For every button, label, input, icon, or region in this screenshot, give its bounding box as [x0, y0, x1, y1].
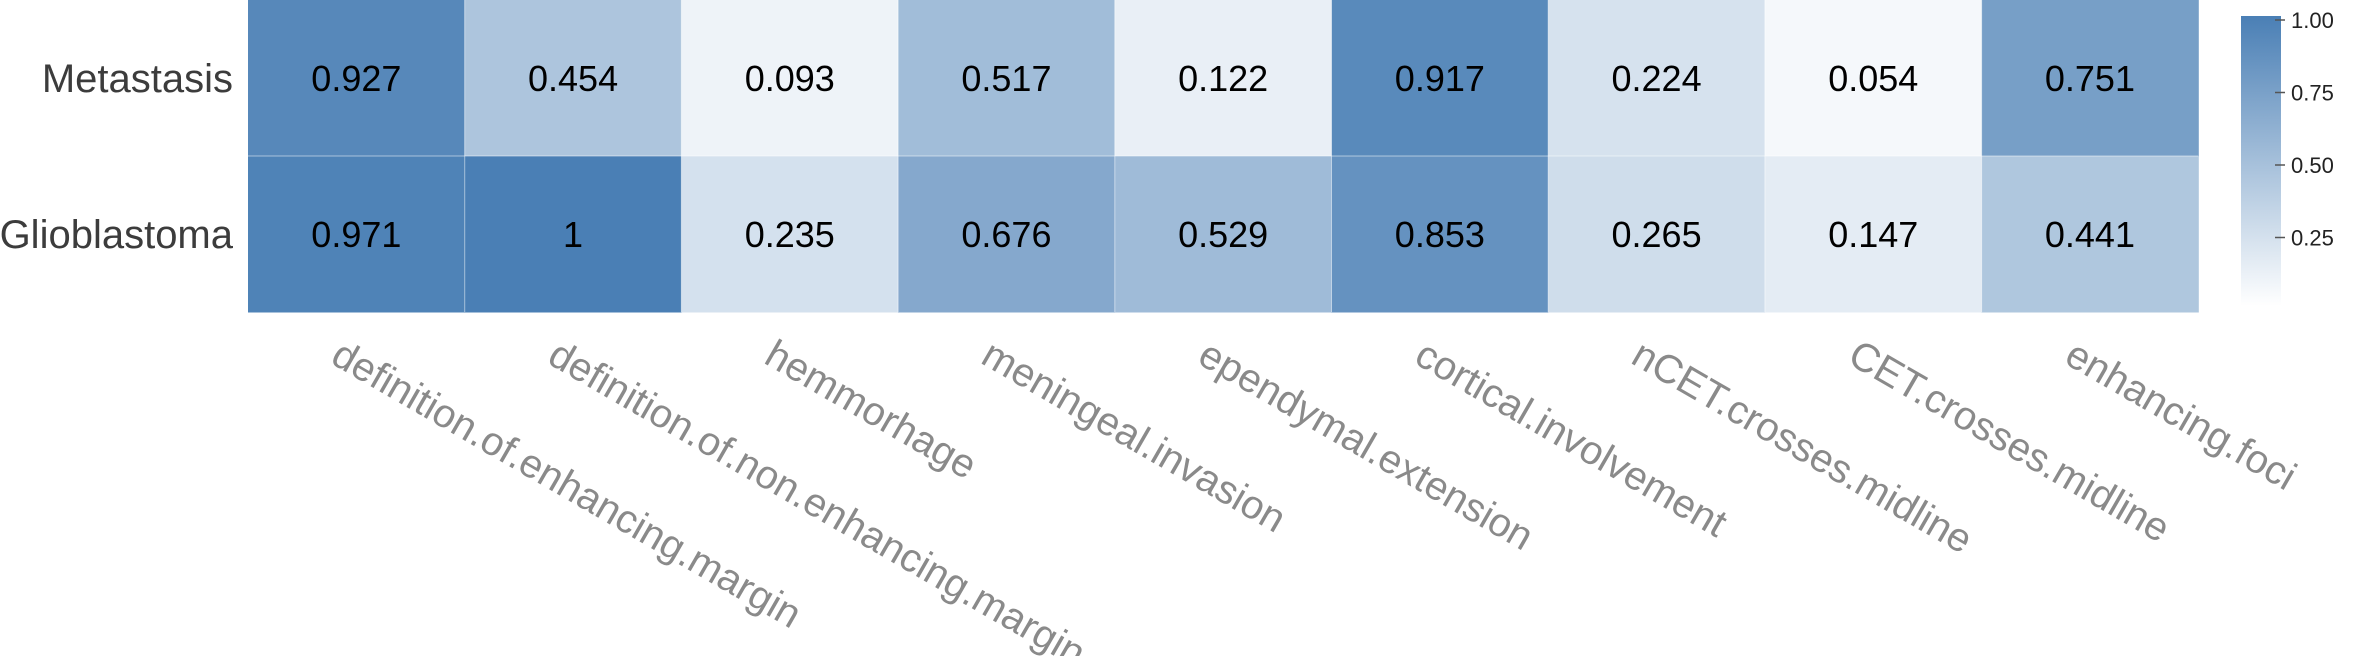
heatmap-cell [1548, 156, 1766, 313]
heatmap-cell [1981, 0, 2199, 157]
cell-value-label: 0.917 [1395, 58, 1485, 99]
heatmap-cell [464, 156, 682, 313]
heatmap-cell [1548, 0, 1766, 157]
heatmap-cell [1331, 156, 1549, 313]
colorbar-tick-label: 0.75 [2291, 81, 2334, 106]
row-label: Metastasis [42, 57, 233, 101]
cell-value-label: 0.676 [961, 214, 1051, 255]
cell-value-label: 0.054 [1828, 58, 1918, 99]
heatmap-cell [681, 0, 899, 157]
colorbar: 0.25 0.50 0.75 1.00 [2241, 8, 2334, 306]
cell-value-label: 0.927 [311, 58, 401, 99]
cell-value-label: 0.751 [2045, 58, 2135, 99]
heatmap-cell [1114, 156, 1332, 313]
column-label: nCET.crosses.midline [1625, 332, 1980, 562]
column-labels: definition.of.enhancing.margindefinition… [325, 332, 2304, 656]
heatmap-cell [681, 156, 899, 313]
heatmap-cell [1981, 156, 2199, 313]
colorbar-tick-label: 1.00 [2291, 8, 2334, 33]
cell-value-label: 0.441 [2045, 214, 2135, 255]
cell-value-label: 0.122 [1178, 58, 1268, 99]
cell-value-label: 0.235 [745, 214, 835, 255]
heatmap-cell [1764, 156, 1983, 313]
heatmap-cell [898, 156, 1116, 313]
cell-value-label: 1 [563, 214, 583, 255]
cell-value-label: 0.454 [528, 58, 618, 99]
heatmap-cell [464, 0, 682, 157]
heatmap-cell [1331, 0, 1549, 157]
colorbar-tick-label: 0.25 [2291, 226, 2334, 251]
cell-value-label: 0.517 [961, 58, 1051, 99]
heatmap-cell [248, 0, 466, 157]
heatmap-cell [1114, 0, 1332, 157]
row-label: Glioblastoma [0, 213, 234, 257]
heatmap-cells [248, 0, 2199, 313]
cell-value-label: 0.147 [1828, 214, 1918, 255]
colorbar-tick-label: 0.50 [2291, 153, 2334, 178]
cell-value-label: 0.265 [1612, 214, 1702, 255]
heatmap-cell-values: 0.927 0.454 0.093 0.517 0.122 0.917 0.224 0.054… [311, 58, 2135, 255]
heatmap-cell [1764, 0, 1983, 157]
cell-value-label: 0.093 [745, 58, 835, 99]
row-labels: Metastasis Glioblastoma [0, 57, 234, 257]
cell-value-label: 0.853 [1395, 214, 1485, 255]
heatmap-cell [248, 156, 466, 313]
cell-value-label: 0.224 [1612, 58, 1702, 99]
cell-value-label: 0.529 [1178, 214, 1268, 255]
heatmap-cell [898, 0, 1116, 157]
colorbar-gradient [2241, 16, 2281, 306]
colorbar-ticks: 0.25 0.50 0.75 1.00 [2275, 8, 2334, 251]
cell-value-label: 0.971 [311, 214, 401, 255]
